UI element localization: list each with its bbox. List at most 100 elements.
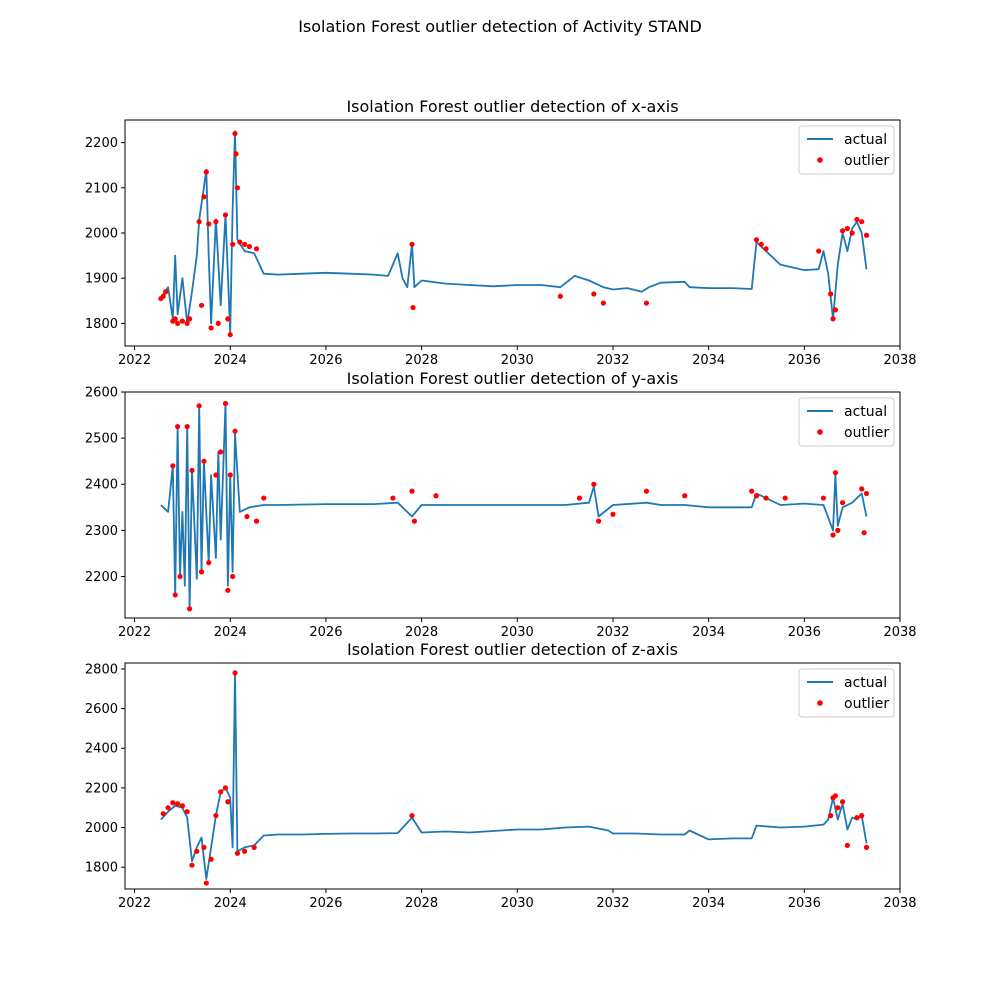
outlier-point — [177, 573, 183, 580]
outlier-point — [832, 307, 839, 313]
outlier-point — [859, 219, 865, 225]
outlier-point — [218, 789, 224, 795]
outlier-point — [410, 304, 416, 311]
outlier-point — [863, 232, 870, 238]
outlier-point — [179, 803, 186, 809]
outlier-point — [854, 815, 860, 821]
outlier-point — [175, 423, 181, 430]
y-tick-label: 2100 — [85, 181, 118, 196]
outlier-point — [763, 495, 769, 501]
outlier-point — [782, 495, 788, 501]
outlier-point — [253, 518, 260, 524]
outlier-point — [832, 793, 839, 799]
y-tick-label: 2400 — [85, 478, 118, 493]
y-tick-label: 2800 — [85, 662, 118, 677]
legend-label-actual: actual — [844, 132, 887, 148]
series-line-actual — [160, 402, 868, 610]
x-tick-label: 2030 — [501, 896, 534, 911]
outlier-point — [557, 293, 563, 299]
y-tick-label: 2300 — [85, 524, 118, 539]
outlier-point — [194, 848, 200, 854]
x-tick-label: 2028 — [405, 625, 438, 640]
axes-frame-z-axis — [124, 662, 901, 890]
outlier-point — [859, 486, 865, 492]
outlier-point — [233, 151, 239, 157]
plot-area-z-axis — [160, 670, 870, 886]
outlier-point — [237, 239, 243, 245]
outlier-point — [244, 513, 250, 520]
legend-label-actual: actual — [844, 404, 887, 420]
series-line-actual — [160, 130, 868, 334]
outlier-point — [203, 880, 209, 886]
outlier-point — [251, 844, 257, 850]
outlier-point — [201, 194, 207, 200]
y-tick-label: 2200 — [85, 136, 118, 151]
y-tick-label: 2500 — [85, 432, 118, 447]
outlier-point — [230, 241, 236, 247]
outlier-point — [861, 530, 867, 536]
outlier-point — [753, 493, 760, 499]
outlier-point — [433, 493, 439, 499]
outlier-point — [189, 467, 195, 474]
outlier-point — [198, 302, 205, 308]
x-tick-label: 2032 — [596, 625, 629, 640]
x-tick-label: 2024 — [214, 625, 247, 640]
x-tick-label: 2026 — [309, 353, 342, 368]
outlier-point — [234, 185, 241, 191]
outlier-point — [643, 300, 650, 306]
y-tick-label: 1800 — [85, 317, 118, 332]
plot-area-x-axis — [158, 130, 870, 338]
y-tick-label: 2600 — [85, 386, 118, 401]
outlier-point — [225, 316, 231, 322]
x-tick-label: 2032 — [596, 896, 629, 911]
x-tick-label: 2034 — [692, 896, 725, 911]
subplot-x-axis: Isolation Forest outlier detection of x-… — [85, 97, 917, 368]
legend-label-outlier: outlier — [844, 696, 889, 712]
plot-area-y-axis — [160, 400, 870, 612]
x-tick-label: 2034 — [692, 353, 725, 368]
y-tick-label: 2200 — [85, 781, 118, 796]
outlier-point — [172, 316, 178, 322]
x-tick-label: 2038 — [883, 896, 916, 911]
outlier-point — [222, 212, 229, 218]
legend-swatch-outlier — [817, 157, 823, 163]
outlier-point — [839, 228, 846, 234]
y-tick-label: 2000 — [85, 227, 118, 242]
outlier-point — [591, 481, 597, 487]
outlier-point — [213, 219, 219, 225]
subplot-y-axis: Isolation Forest outlier detection of y-… — [85, 369, 917, 640]
x-tick-label: 2036 — [788, 625, 821, 640]
x-tick-label: 2038 — [883, 353, 916, 368]
outlier-point — [835, 805, 841, 811]
outlier-point — [859, 813, 865, 819]
x-tick-label: 2034 — [692, 625, 725, 640]
outlier-point — [203, 169, 209, 175]
outlier-point — [839, 799, 846, 805]
outlier-point — [844, 842, 850, 848]
legend-x-axis: actual outlier — [798, 125, 895, 175]
y-tick-label: 2000 — [85, 821, 118, 836]
x-tick-label: 2024 — [214, 353, 247, 368]
x-tick-label: 2032 — [596, 353, 629, 368]
outlier-point — [241, 848, 248, 854]
subplot-z-axis: Isolation Forest outlier detection of z-… — [85, 640, 917, 911]
outlier-point — [849, 230, 855, 236]
x-tick-label: 2026 — [309, 625, 342, 640]
outlier-point — [222, 400, 229, 407]
y-tick-label: 1800 — [85, 861, 118, 876]
outlier-point — [261, 495, 267, 501]
outlier-point — [409, 488, 415, 494]
outlier-point — [610, 511, 616, 517]
outlier-point — [576, 495, 583, 501]
outlier-point — [222, 785, 229, 791]
x-tick-label: 2022 — [118, 353, 151, 368]
outlier-point — [839, 500, 846, 506]
outlier-point — [390, 495, 396, 501]
legend-label-outlier: outlier — [844, 153, 889, 169]
outlier-point — [225, 587, 231, 593]
outlier-point — [828, 813, 834, 819]
outlier-point — [682, 493, 688, 499]
outlier-point — [198, 569, 205, 575]
outlier-point — [409, 813, 415, 819]
